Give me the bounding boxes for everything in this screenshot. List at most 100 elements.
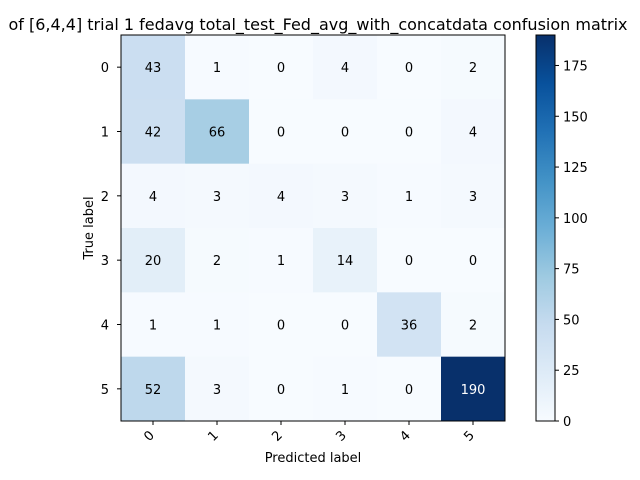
heatmap-cell: [249, 35, 314, 100]
colorbar: [535, 34, 556, 422]
cell-value-label: 20: [145, 254, 162, 269]
cell-value-label: 0: [277, 383, 285, 398]
colorbar-tick-label: 75: [563, 263, 580, 278]
heatmap-cell: [441, 99, 506, 165]
cell-value-label: 1: [213, 61, 221, 76]
heatmap-cell-labels: 43 1 0 4 0 242 66 0 0 0 44 3 4 3 1 320 2 1 14 0 01 1 0 0 36 252 3 0…: [145, 61, 486, 398]
heatmap-frame: [120, 34, 506, 422]
chart-title: of [6,4,4] trial 1 fedavg total_test_Fed…: [8, 15, 627, 35]
colorbar-tick-label: 100: [563, 212, 588, 227]
y-tick-label: 0: [101, 61, 109, 76]
cell-value-label: 3: [341, 190, 349, 205]
cell-value-label: 0: [469, 254, 477, 269]
x-tick-label: 5: [461, 428, 477, 444]
x-tick-label: 1: [205, 428, 221, 444]
cell-value-label: 0: [341, 319, 349, 334]
heatmap-cell: [377, 163, 442, 229]
heatmap-cell: [313, 228, 378, 293]
heatmap-cell: [185, 356, 250, 422]
heatmap-cell: [121, 35, 186, 100]
cell-value-label: 42: [145, 126, 162, 141]
heatmap-cell: [313, 356, 378, 422]
cell-value-label: 4: [277, 190, 285, 205]
heatmap-cell: [121, 163, 186, 229]
colorbar-tick-label: 50: [563, 313, 580, 328]
heatmap-cell: [313, 292, 378, 358]
cell-value-label: 3: [469, 190, 477, 205]
x-tick-label: 4: [397, 428, 413, 444]
y-tick-label: 5: [101, 383, 109, 398]
cell-value-label: 0: [277, 126, 285, 141]
colorbar-tick-label: 25: [563, 364, 580, 379]
heatmap-cell: [185, 292, 250, 358]
cell-value-label: 1: [149, 319, 157, 334]
y-tick-label: 2: [101, 190, 109, 205]
y-axis-ticks: 0 1 2 3 4 5: [101, 61, 121, 398]
cell-value-label: 0: [405, 126, 413, 141]
cell-value-label: 1: [341, 383, 349, 398]
heatmap-cell: [441, 356, 506, 422]
heatmap-cell: [377, 292, 442, 358]
cell-value-label: 2: [469, 319, 477, 334]
colorbar-tick-label: 125: [563, 161, 588, 176]
heatmap-cell: [377, 99, 442, 165]
heatmap-cell: [121, 292, 186, 358]
heatmap-cell: [313, 163, 378, 229]
cell-value-label: 4: [341, 61, 349, 76]
x-tick-label: 2: [269, 428, 285, 444]
heatmap-cell: [441, 35, 506, 100]
heatmap-cell: [377, 35, 442, 100]
cell-value-label: 4: [149, 190, 157, 205]
cell-value-label: 2: [469, 61, 477, 76]
cell-value-label: 3: [213, 383, 221, 398]
heatmap-cell: [249, 163, 314, 229]
y-tick-label: 1: [101, 126, 109, 141]
heatmap-cell: [313, 99, 378, 165]
cell-value-label: 0: [277, 319, 285, 334]
heatmap-cell: [249, 228, 314, 293]
heatmap-cell: [185, 163, 250, 229]
cell-value-label: 43: [145, 61, 162, 76]
cell-value-label: 4: [469, 126, 477, 141]
cell-value-label: 3: [213, 190, 221, 205]
heatmap-cell: [249, 292, 314, 358]
colorbar-tick-label: 175: [563, 59, 588, 74]
heatmap-cell: [441, 292, 506, 358]
heatmap-cell: [377, 228, 442, 293]
cell-value-label: 36: [401, 319, 418, 334]
heatmap-cells: [121, 35, 506, 422]
x-tick-label: 3: [333, 428, 349, 444]
y-tick-label: 3: [101, 254, 109, 269]
cell-value-label: 0: [405, 383, 413, 398]
cell-value-label: 2: [213, 254, 221, 269]
x-tick-label: 0: [141, 428, 157, 444]
cell-value-label: 52: [145, 383, 162, 398]
heatmap-cell: [185, 99, 250, 165]
cell-value-label: 0: [405, 254, 413, 269]
colorbar-ticks: 0 25 50 75 100 125 150 175: [555, 59, 588, 430]
cell-value-label: 14: [337, 254, 354, 269]
heatmap-cell: [185, 228, 250, 293]
heatmap-cell: [249, 99, 314, 165]
cell-value-label: 0: [341, 126, 349, 141]
heatmap-cell: [121, 99, 186, 165]
heatmap-cell: [249, 356, 314, 422]
heatmap-cell: [121, 228, 186, 293]
cell-value-label: 190: [461, 383, 486, 398]
heatmap-cell: [377, 356, 442, 422]
cell-value-label: 1: [405, 190, 413, 205]
heatmap-cell: [121, 356, 186, 422]
heatmap-cell: [185, 35, 250, 100]
cell-value-label: 66: [209, 126, 226, 141]
heatmap-cell: [313, 35, 378, 100]
y-tick-label: 4: [101, 319, 109, 334]
cell-value-label: 1: [213, 319, 221, 334]
heatmap-cell: [441, 228, 506, 293]
colorbar-tick-label: 150: [563, 110, 588, 125]
x-axis-ticks: 0 1 2 3 4 5: [141, 421, 478, 445]
colorbar-tick-label: 0: [563, 415, 571, 430]
heatmap-cell: [441, 163, 506, 229]
x-axis-label: Predicted label: [265, 451, 362, 466]
cell-value-label: 0: [277, 61, 285, 76]
